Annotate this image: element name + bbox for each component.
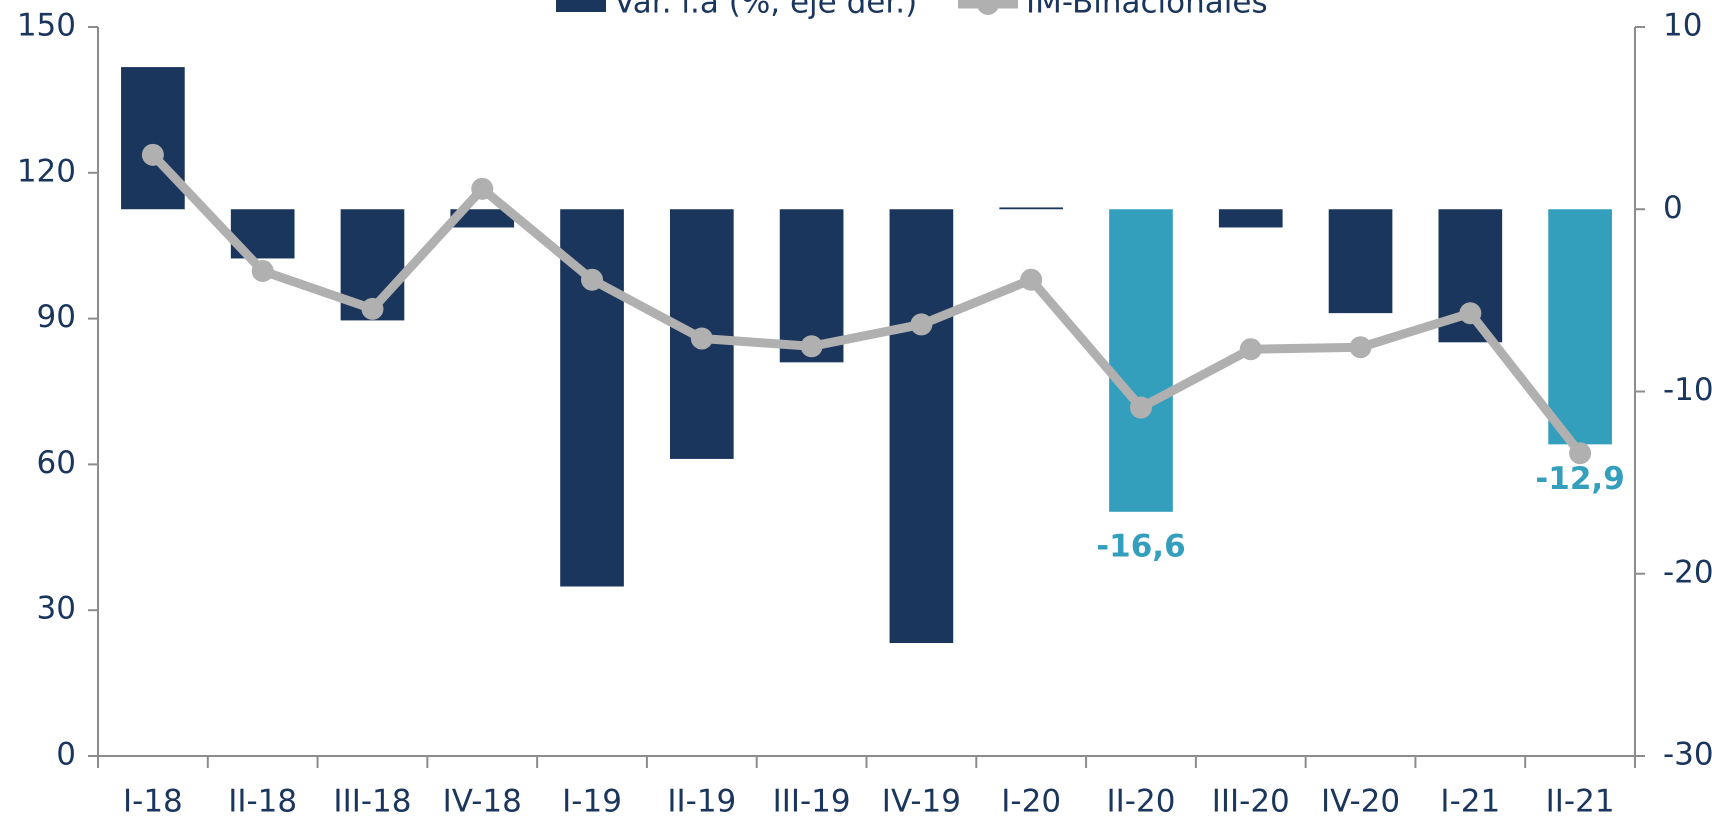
y2-tick-label: -10 bbox=[1663, 372, 1712, 408]
bar bbox=[999, 207, 1064, 210]
bar bbox=[889, 209, 954, 644]
legend-marker bbox=[977, 0, 999, 15]
y-tick-label: 90 bbox=[37, 299, 76, 335]
line-marker bbox=[581, 268, 604, 291]
line-marker bbox=[910, 313, 933, 336]
y-tick-label: 150 bbox=[17, 8, 76, 44]
value-label: -16,6 bbox=[1096, 528, 1185, 564]
bar bbox=[1548, 209, 1612, 445]
x-tick-label: IV-19 bbox=[882, 784, 961, 820]
line-marker bbox=[1459, 302, 1482, 325]
legend-label: Var. i.a (%, eje der.) bbox=[614, 0, 917, 21]
legend-label: IM-Binacionales bbox=[1026, 0, 1268, 21]
bar bbox=[1328, 209, 1393, 314]
y-tick-label: 0 bbox=[56, 737, 76, 773]
line-marker bbox=[251, 259, 274, 282]
x-tick-label: IV-20 bbox=[1321, 784, 1400, 820]
bar bbox=[450, 209, 515, 228]
y2-tick-label: 10 bbox=[1663, 8, 1702, 44]
line-marker bbox=[141, 143, 164, 166]
x-tick-label: III-20 bbox=[1212, 784, 1290, 820]
x-tick-label: III-18 bbox=[333, 784, 411, 820]
x-tick-label: II-19 bbox=[667, 784, 736, 820]
x-tick-label: I-21 bbox=[1440, 784, 1500, 820]
line-marker bbox=[1129, 396, 1152, 419]
value-label: -12,9 bbox=[1535, 461, 1624, 497]
y2-tick-label: 0 bbox=[1663, 190, 1683, 226]
line-marker bbox=[1239, 338, 1262, 361]
line-marker bbox=[471, 177, 494, 200]
y-tick-label: 120 bbox=[17, 153, 76, 189]
x-tick-label: I-20 bbox=[1001, 784, 1061, 820]
bar bbox=[121, 67, 185, 210]
line-marker bbox=[690, 327, 713, 350]
line bbox=[149, 151, 1584, 456]
x-tick-label: III-19 bbox=[773, 784, 851, 820]
x-tick-label: IV-18 bbox=[443, 784, 522, 820]
line-marker bbox=[1020, 268, 1043, 291]
x-tick-label: II-20 bbox=[1107, 784, 1176, 820]
x-tick-label: II-18 bbox=[228, 784, 297, 820]
y2-tick-label: -20 bbox=[1663, 554, 1712, 590]
y-tick-label: 30 bbox=[37, 591, 76, 627]
line-marker bbox=[1569, 442, 1592, 465]
bar bbox=[1109, 209, 1173, 512]
line-marker bbox=[361, 297, 384, 320]
x-tick-label: I-19 bbox=[562, 784, 622, 820]
line-marker bbox=[1349, 336, 1372, 359]
legend-swatch bbox=[556, 0, 606, 12]
y-tick-label: 60 bbox=[37, 445, 76, 481]
line-marker bbox=[800, 335, 823, 358]
y2-tick-label: -30 bbox=[1663, 737, 1712, 773]
x-tick-label: II-21 bbox=[1546, 784, 1615, 820]
x-tick-label: I-18 bbox=[123, 784, 183, 820]
bar bbox=[1218, 209, 1283, 228]
